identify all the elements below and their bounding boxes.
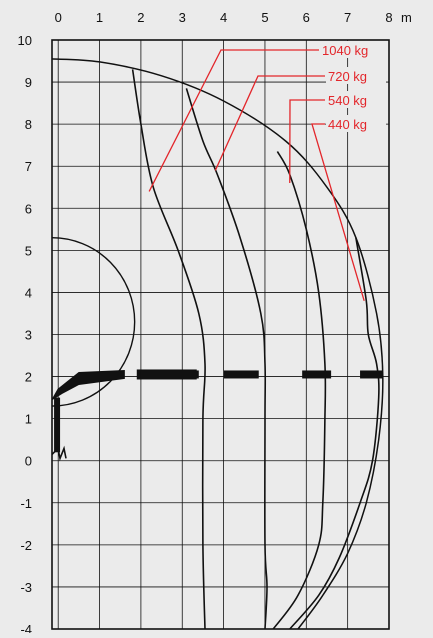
x-tick-label: 5 [261,10,268,25]
reach-envelope-curve [51,58,384,630]
crane-column [54,397,61,453]
boom-segment [140,370,199,379]
load-label-bg [320,41,380,58]
x-unit-label: m [401,10,412,25]
y-tick-label: 9 [25,75,32,90]
boom-arm [51,369,125,401]
y-tick-label: 1 [25,412,32,427]
load-label-bg [326,91,386,108]
y-tick-label: 4 [25,285,32,300]
load-label: 540 kg [328,93,367,108]
y-tick-label: 10 [18,33,32,48]
x-tick-label: 2 [137,10,144,25]
load-label-leader [311,123,365,302]
x-tick-label: 6 [303,10,310,25]
y-tick-label: 0 [25,454,32,469]
crane-base [51,445,67,462]
load-curve [289,237,380,630]
load-label-leader [289,99,325,184]
y-tick-label: -3 [20,580,32,595]
x-tick-label: 3 [179,10,186,25]
curve-layer [51,58,384,630]
load-label-bg [326,67,386,84]
y-tick-label: 5 [25,243,32,258]
load-curve [131,69,206,630]
load-label: 440 kg [328,117,367,132]
x-tick-label: 8 [385,10,392,25]
load-label-bg [326,115,386,132]
inner-arc [51,237,136,407]
y-tick-label: -2 [20,538,32,553]
y-tick-label: 2 [25,370,32,385]
load-curve [185,88,268,630]
load-label-leader [148,49,319,192]
x-tick-label: 1 [96,10,103,25]
x-tick-label: 7 [344,10,351,25]
y-tick-label: -1 [20,496,32,511]
boom-segment [360,370,383,379]
load-label-leader [214,75,325,171]
boom-segment [223,370,259,379]
y-tick-label: 6 [25,201,32,216]
load-label: 1040 kg [322,43,368,58]
y-tick-label: 3 [25,328,32,343]
y-tick-label: -4 [20,622,32,633]
boom-layer [51,369,383,462]
label-layer: 1040 kg 720 kg 540 kg 440 kg [148,41,386,302]
load-label: 720 kg [328,69,367,84]
y-tick-label: 8 [25,117,32,132]
y-tick-label: 7 [25,159,32,174]
boom-segment [302,370,332,379]
x-tick-label: 0 [55,10,62,25]
load-curve [272,151,327,630]
x-tick-label: 4 [220,10,227,25]
